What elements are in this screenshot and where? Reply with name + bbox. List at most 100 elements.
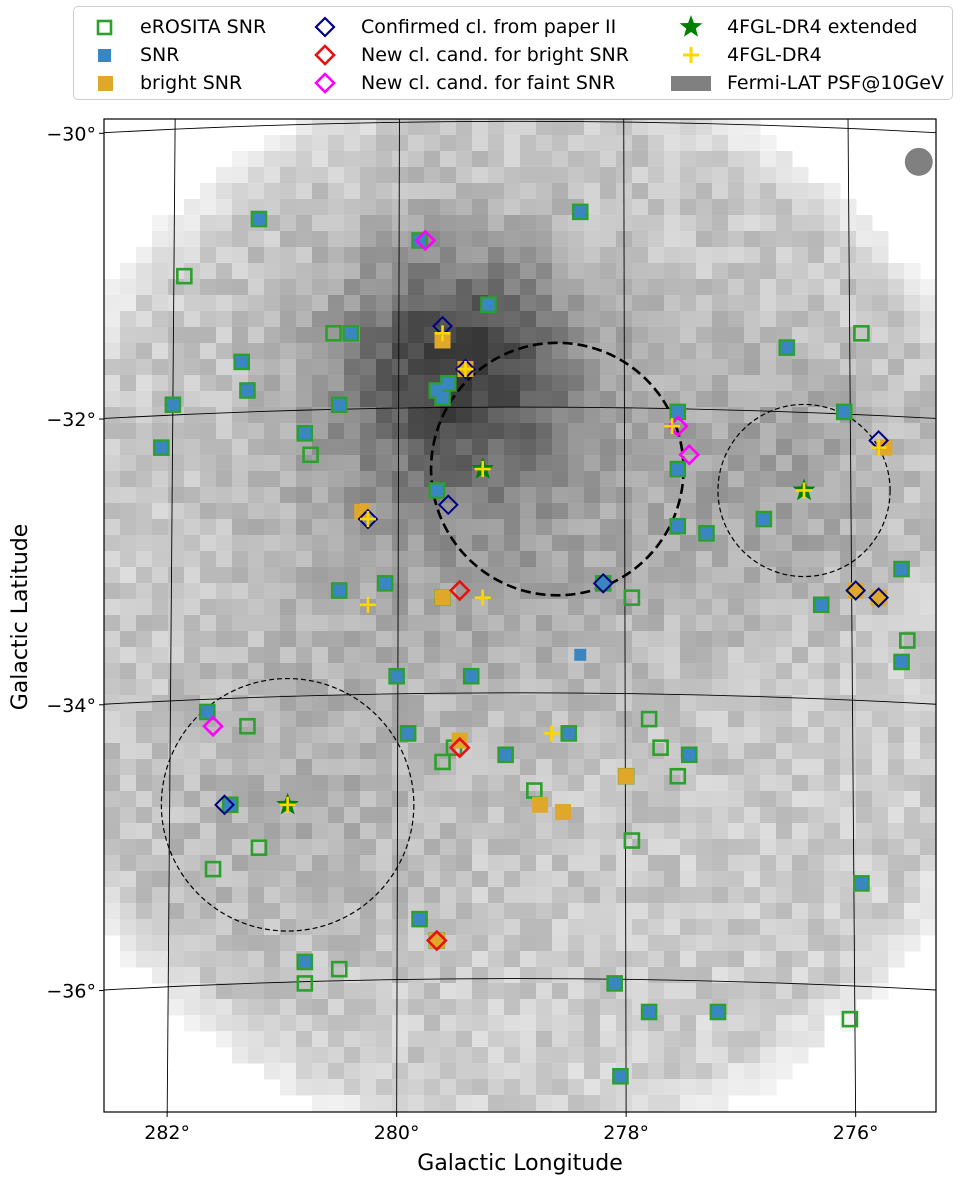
- map-pixel: [312, 471, 329, 488]
- map-pixel: [360, 775, 377, 792]
- map-pixel: [856, 471, 873, 488]
- map-pixel: [728, 695, 745, 712]
- map-pixel: [376, 1063, 393, 1080]
- map-pixel: [360, 679, 377, 696]
- map-pixel: [648, 455, 665, 472]
- map-pixel: [152, 455, 169, 472]
- map-pixel: [248, 295, 265, 312]
- map-pixel: [632, 1063, 649, 1080]
- map-pixel: [520, 1047, 537, 1064]
- map-pixel: [120, 663, 137, 680]
- map-pixel: [824, 231, 841, 248]
- map-pixel: [312, 935, 329, 952]
- map-pixel: [136, 359, 153, 376]
- map-pixel: [408, 135, 425, 152]
- erosita-snr-marker: [835, 403, 853, 421]
- erosita-snr-marker: [480, 296, 497, 314]
- map-pixel: [680, 263, 697, 280]
- map-pixel: [744, 807, 761, 824]
- map-pixel: [216, 407, 233, 424]
- map-pixel: [840, 343, 857, 360]
- map-pixel: [808, 1015, 825, 1032]
- map-pixel: [744, 423, 761, 440]
- map-pixel: [712, 391, 729, 408]
- map-pixel: [632, 151, 649, 168]
- map-pixel: [248, 791, 265, 808]
- erosita-snr-marker: [296, 975, 314, 992]
- map-pixel: [216, 519, 233, 536]
- map-pixel: [808, 407, 825, 424]
- map-pixel: [888, 535, 905, 552]
- plus-icon: [683, 47, 699, 63]
- map-pixel: [712, 583, 729, 600]
- map-pixel: [216, 535, 233, 552]
- snr-marker: [379, 577, 392, 590]
- map-pixel: [632, 327, 649, 344]
- map-pixel: [632, 423, 649, 440]
- map-pixel: [552, 839, 569, 856]
- map-pixel: [152, 935, 169, 952]
- map-pixel: [696, 1095, 713, 1112]
- map-pixel: [504, 519, 521, 536]
- map-pixel: [360, 407, 377, 424]
- map-pixel: [424, 1047, 441, 1064]
- map-pixel: [216, 967, 233, 984]
- map-pixel: [360, 583, 377, 600]
- map-pixel: [184, 631, 201, 648]
- map-pixel: [856, 567, 873, 584]
- map-pixel: [728, 487, 745, 504]
- erosita-snr-marker: [497, 746, 514, 764]
- map-pixel: [808, 615, 825, 632]
- map-pixel: [808, 775, 825, 792]
- map-pixel: [488, 1015, 505, 1032]
- map-pixel: [280, 1047, 297, 1064]
- map-pixel: [584, 439, 601, 456]
- map-pixel: [104, 583, 121, 600]
- erosita-snr-marker: [411, 910, 428, 928]
- map-pixel: [200, 727, 217, 744]
- map-pixel: [280, 343, 297, 360]
- map-pixel: [152, 743, 169, 760]
- map-pixel: [728, 279, 745, 296]
- map-pixel: [344, 855, 361, 872]
- map-pixel: [376, 935, 393, 952]
- map-pixel: [104, 279, 121, 296]
- map-pixel: [824, 903, 841, 920]
- map-pixel: [760, 535, 777, 552]
- map-pixel: [328, 791, 345, 808]
- map-pixel: [616, 727, 633, 744]
- map-pixel: [808, 791, 825, 808]
- map-pixel: [152, 519, 169, 536]
- map-pixel: [360, 903, 377, 920]
- map-pixel: [216, 567, 233, 584]
- map-pixel: [872, 359, 889, 376]
- map-pixel: [328, 647, 345, 664]
- map-pixel: [104, 519, 121, 536]
- map-pixel: [904, 615, 921, 632]
- map-pixel: [712, 135, 729, 152]
- map-pixel: [808, 887, 825, 904]
- map-pixel: [232, 855, 249, 872]
- map-pixel: [712, 823, 729, 840]
- map-pixel: [744, 823, 761, 840]
- map-pixel: [376, 1031, 393, 1048]
- map-pixel: [600, 807, 617, 824]
- map-pixel: [696, 631, 713, 648]
- map-pixel: [344, 471, 361, 488]
- map-pixel: [552, 471, 569, 488]
- map-pixel: [232, 215, 249, 232]
- map-pixel: [184, 935, 201, 952]
- map-pixel: [216, 583, 233, 600]
- map-pixel: [600, 1047, 617, 1064]
- map-pixel: [744, 119, 761, 136]
- map-pixel: [472, 551, 489, 568]
- map-pixel: [776, 839, 793, 856]
- map-pixel: [504, 247, 521, 264]
- map-pixel: [712, 807, 729, 824]
- map-pixel: [520, 407, 537, 424]
- map-pixel: [760, 567, 777, 584]
- map-pixel: [824, 999, 841, 1016]
- map-pixel: [888, 887, 905, 904]
- map-pixel: [296, 727, 313, 744]
- map-pixel: [600, 199, 617, 216]
